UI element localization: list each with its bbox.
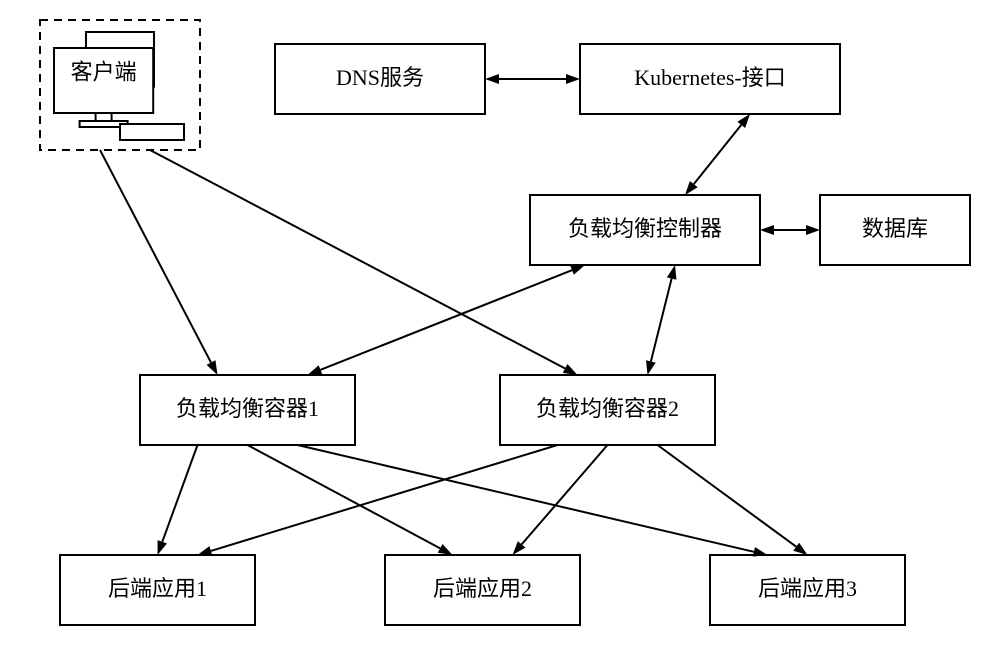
arrowhead (667, 265, 677, 280)
edge-ctrl-lb2 (651, 279, 672, 362)
arrowhead (308, 365, 323, 375)
k8s-label: Kubernetes-接口 (634, 65, 786, 90)
arrowhead (485, 74, 499, 84)
edge-lb1-app3 (298, 445, 754, 552)
app3-label: 后端应用3 (758, 576, 857, 601)
arrowhead (570, 265, 585, 275)
arrowhead (793, 543, 807, 555)
edge-ctrl-lb1 (321, 270, 572, 370)
app1-node: 后端应用1 (60, 555, 255, 625)
lb2-label: 负载均衡容器2 (536, 396, 679, 421)
app1-label: 后端应用1 (108, 576, 207, 601)
ctrl-label: 负载均衡控制器 (568, 216, 722, 241)
edge-k8s-ctrl (694, 125, 741, 184)
dns-node: DNS服务 (275, 44, 485, 114)
arrowhead (207, 360, 218, 375)
arrowhead (760, 225, 774, 235)
arrowhead (198, 546, 213, 556)
db-node: 数据库 (820, 195, 970, 265)
edge-lb2-app2 (522, 445, 608, 544)
arrowhead (563, 364, 578, 375)
edge-lb2-app1 (211, 445, 558, 551)
arrowhead (753, 547, 768, 557)
arrowhead (806, 225, 820, 235)
ctrl-node: 负载均衡控制器 (530, 195, 760, 265)
dns-label: DNS服务 (336, 65, 424, 90)
app2-label: 后端应用2 (433, 576, 532, 601)
arrowhead (438, 544, 453, 555)
db-label: 数据库 (862, 216, 928, 241)
client-label: 客户端 (71, 60, 137, 85)
arrowhead (646, 360, 656, 375)
edge-client-lb1 (100, 150, 211, 363)
lb2-node: 负载均衡容器2 (500, 375, 715, 445)
arrowhead (566, 74, 580, 84)
client-computer: 客户端 (40, 20, 200, 150)
edge-lb2-app3 (658, 445, 797, 547)
lb1-node: 负载均衡容器1 (140, 375, 355, 445)
edge-lb1-app1 (162, 445, 197, 542)
lb1-label: 负载均衡容器1 (176, 396, 319, 421)
arrowhead (158, 540, 167, 555)
k8s-node: Kubernetes-接口 (580, 44, 840, 114)
app3-node: 后端应用3 (710, 555, 905, 625)
app2-node: 后端应用2 (385, 555, 580, 625)
edge-lb1-app2 (248, 445, 441, 548)
edge-client-lb2 (150, 150, 565, 368)
